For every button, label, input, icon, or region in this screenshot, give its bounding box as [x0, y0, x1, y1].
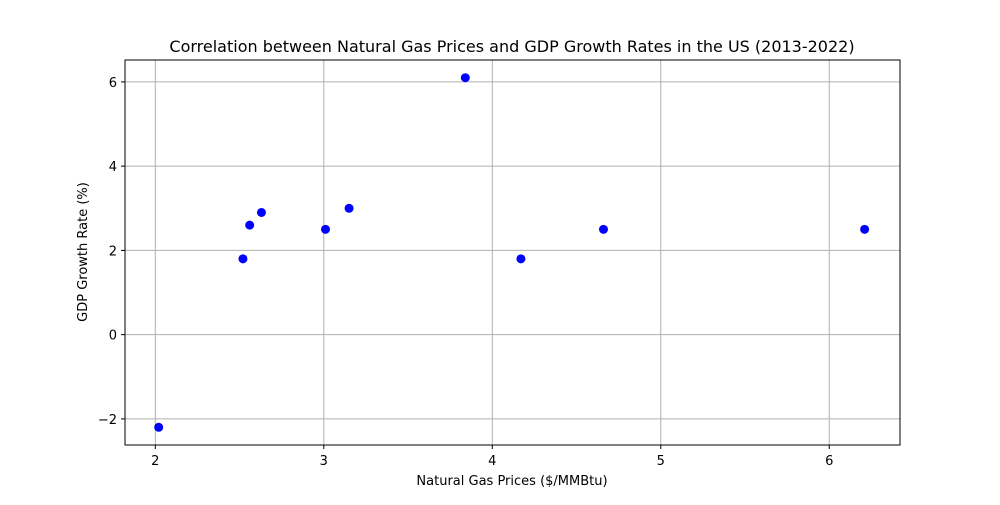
data-point-0	[344, 203, 354, 213]
data-point-7	[860, 224, 870, 234]
data-point-2	[245, 220, 255, 230]
x-axis-ticks: 2 3 4 5 6	[151, 445, 833, 469]
y-tick-label: 6	[109, 76, 117, 91]
plot-frame	[124, 59, 901, 446]
y-tick-label: 2	[109, 244, 117, 259]
data-point-3	[320, 224, 330, 234]
y-tick-label: 4	[109, 160, 117, 175]
data-point-8	[598, 224, 608, 234]
y-axis-ticks: −2 0 2 4 6	[98, 76, 125, 428]
x-tick-label: 6	[825, 454, 833, 469]
x-axis-label: Natural Gas Prices ($/MMBtu)	[416, 474, 607, 489]
chart-title: Correlation between Natural Gas Prices a…	[169, 37, 854, 56]
data-points	[154, 73, 870, 432]
data-point-6	[460, 73, 470, 83]
data-point-9	[516, 254, 526, 264]
x-tick-label: 5	[657, 454, 665, 469]
data-point-1	[256, 207, 266, 217]
y-tick-label: 0	[109, 329, 117, 344]
x-tick-label: 3	[320, 454, 328, 469]
data-point-4	[238, 254, 248, 264]
x-tick-label: 4	[488, 454, 496, 469]
grid-lines	[125, 60, 900, 445]
x-tick-label: 2	[151, 454, 159, 469]
y-tick-label: −2	[98, 413, 117, 428]
data-point-5	[154, 422, 164, 432]
y-axis-label: GDP Growth Rate (%)	[76, 182, 91, 322]
